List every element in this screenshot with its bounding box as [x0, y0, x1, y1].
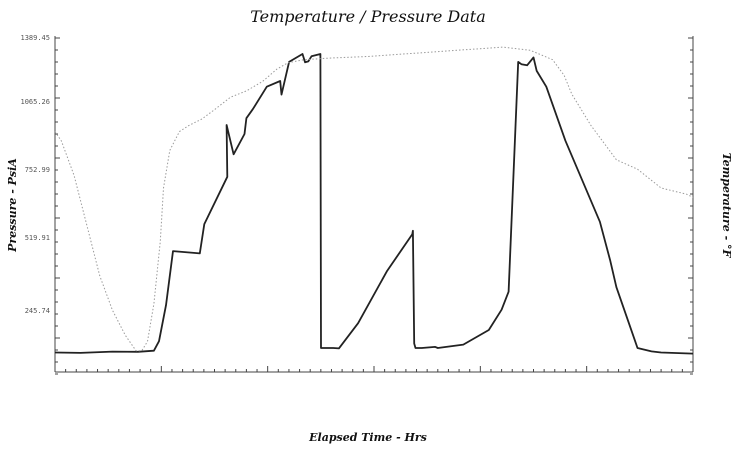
x-axis-title: Elapsed Time - Hrs: [308, 431, 427, 444]
x-tick-marks: [54, 366, 694, 372]
left-tick-marks: [55, 37, 60, 375]
series-layer: [54, 46, 694, 355]
y-axis-title-left: Pressure - PsiA: [6, 158, 19, 253]
left-tick-label: 1065.26: [20, 98, 50, 106]
temperature-series-line: [54, 46, 694, 352]
left-tick-label: 519.91: [25, 234, 50, 242]
chart-title: Temperature / Pressure Data: [250, 7, 486, 26]
left-tick-labels: 1389.45 1065.26 752.99 519.91 245.74: [20, 34, 50, 315]
left-tick-label: 245.74: [25, 307, 50, 315]
left-tick-label: 752.99: [25, 166, 50, 174]
right-tick-marks: [688, 37, 693, 375]
plot-frame: [54, 36, 694, 373]
pressure-series-line: [54, 53, 694, 355]
left-tick-label: 1389.45: [20, 34, 50, 42]
y-axis-title-right: Temperature - °F: [720, 153, 733, 259]
